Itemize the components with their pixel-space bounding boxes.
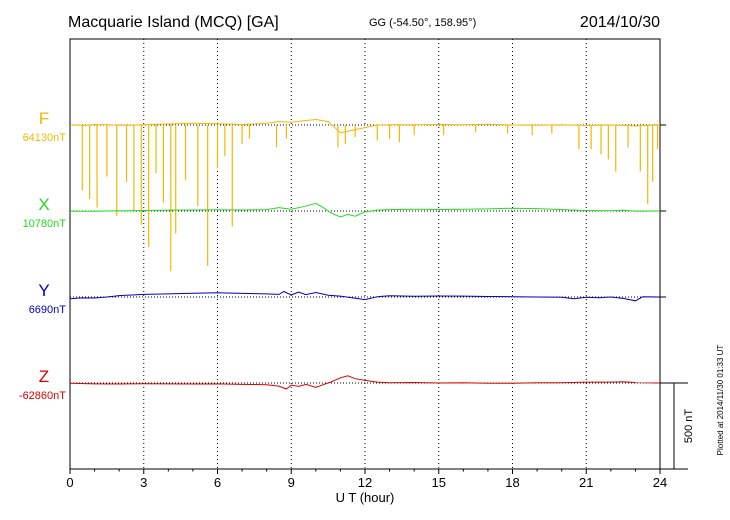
- x-tick-label-0: 0: [66, 475, 73, 490]
- series-line-y: [69, 290, 661, 302]
- series-line-x: [69, 202, 661, 218]
- series-baseline-y: 6690nT: [29, 304, 67, 316]
- station-coordinates: GG (-54.50°, 158.95°): [369, 17, 476, 29]
- series-line-z: [69, 375, 661, 390]
- scale-bar-label: 500 nT: [683, 409, 695, 444]
- x-tick-label-24: 24: [653, 475, 667, 490]
- x-axis-label: U T (hour): [336, 490, 395, 505]
- series-name-y: Y: [38, 281, 49, 300]
- plotted-at-note: Plotted at 2014/11/30 01:33 UT: [716, 345, 725, 456]
- series-name-f: F: [39, 109, 49, 128]
- scale-bar: 500 nT: [660, 382, 695, 470]
- x-tick-label-15: 15: [432, 475, 446, 490]
- series-name-z: Z: [39, 367, 49, 386]
- x-tick-label-18: 18: [505, 475, 519, 490]
- series-name-x: X: [38, 195, 49, 214]
- series-baseline-f: 64130nT: [23, 132, 67, 144]
- x-tick-label-3: 3: [140, 475, 147, 490]
- x-axis-ticks: [69, 469, 661, 474]
- x-axis-tick-labels: 0 3 6 9 12 15 18 21 24: [66, 475, 667, 490]
- series-baseline-x: 10780nT: [23, 218, 67, 230]
- series-baseline-z: -62860nT: [19, 390, 66, 402]
- series-lines: [69, 118, 661, 390]
- station-title: Macquarie Island (MCQ) [GA]: [68, 14, 279, 31]
- series-line-f: [69, 118, 661, 134]
- x-tick-label-6: 6: [214, 475, 221, 490]
- plot-date: 2014/10/30: [580, 14, 660, 31]
- x-tick-label-12: 12: [358, 475, 372, 490]
- series-labels: F 64130nT X 10780nT Y 6690nT Z -62860nT: [19, 109, 66, 402]
- vertical-gridlines: [143, 39, 587, 469]
- x-tick-label-9: 9: [288, 475, 295, 490]
- baselines: [70, 124, 666, 384]
- x-tick-label-21: 21: [579, 475, 593, 490]
